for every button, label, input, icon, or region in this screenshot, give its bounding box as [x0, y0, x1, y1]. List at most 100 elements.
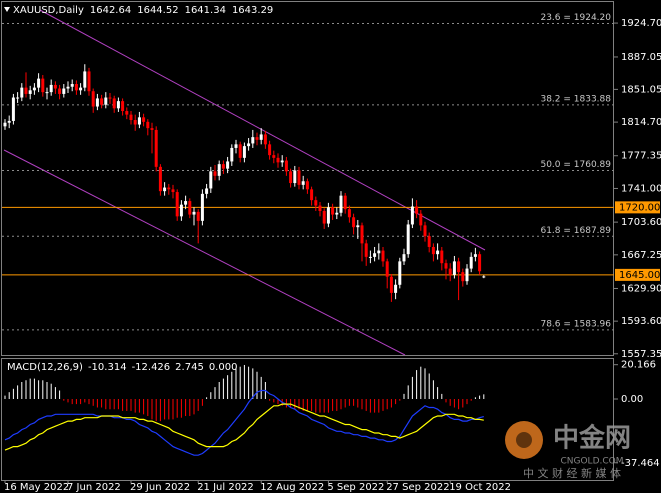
candle-body: [415, 206, 419, 214]
x-tick-label: 12 Aug 2022: [260, 482, 324, 493]
candle-body: [45, 92, 49, 94]
candle-body: [150, 128, 154, 130]
candle-body: [116, 101, 120, 109]
candle-body: [95, 98, 99, 107]
ohlc-value: 1641.34: [185, 5, 226, 16]
candle-body: [473, 254, 477, 257]
y-tick-label: 1593.60: [621, 316, 661, 327]
candle-body: [314, 200, 318, 206]
candle-body: [16, 97, 20, 99]
indicator-reading: -10.314: [88, 362, 127, 373]
candle-body: [377, 250, 381, 254]
candle-body: [24, 87, 28, 94]
y-tick-label: 1741.00: [621, 183, 661, 194]
candle-body: [133, 120, 137, 125]
candle-body: [226, 161, 230, 169]
candle-body: [293, 170, 297, 184]
candle-body: [385, 261, 389, 277]
y-tick-label: 20.166: [621, 360, 656, 371]
candle-body: [53, 84, 57, 89]
candle-body: [402, 254, 406, 262]
candle-body: [352, 217, 356, 228]
watermark: 中金网 CNGOLD.COM 中 文 财 经 新 媒 体: [505, 421, 631, 480]
y-tick-label: 1887.05: [621, 52, 661, 63]
watermark-logo: [505, 421, 543, 459]
price-label-box: [615, 201, 660, 214]
x-tick-label: 7 Jun 2022: [67, 482, 121, 493]
candle-body: [301, 181, 305, 185]
y-tick-label: 1629.90: [621, 283, 661, 294]
candle-body: [255, 137, 259, 140]
ohlc-value: 1644.52: [137, 5, 178, 16]
candle-body: [62, 88, 66, 94]
candle-body: [87, 71, 91, 92]
candle-body: [478, 254, 482, 272]
y-tick-label: -37.464: [621, 458, 660, 469]
candle-body: [112, 98, 116, 109]
candle-body: [213, 171, 217, 176]
candle-body: [104, 97, 108, 105]
candle-body: [108, 97, 112, 99]
candle-body: [444, 263, 448, 269]
x-tick-label: 21 Jul 2022: [197, 482, 254, 493]
candle-body: [7, 120, 11, 123]
x-tick-label: 5 Sep 2022: [327, 482, 384, 493]
candle-body: [419, 213, 423, 226]
candle-body: [175, 192, 179, 217]
y-tick-label: 0.00: [621, 394, 643, 405]
candle-body: [163, 187, 167, 192]
level-label: 61.8 = 1687.89: [540, 226, 611, 236]
candle-body: [398, 261, 402, 285]
watermark-logo-inner: [516, 432, 532, 448]
candle-body: [356, 225, 360, 228]
candle-body: [368, 256, 372, 258]
candle-body: [452, 261, 456, 275]
candle-body: [436, 250, 440, 255]
candle-body: [179, 204, 183, 217]
level-label: 38.2 = 1833.88: [540, 94, 611, 104]
candle-body: [268, 144, 272, 156]
macd-frame: [1, 358, 614, 481]
candle-body: [66, 86, 70, 89]
candle-body: [259, 134, 263, 140]
watermark-site: CNGOLD.COM: [560, 457, 623, 467]
candle-body: [205, 188, 209, 194]
candle-body: [188, 201, 192, 215]
candle-body: [137, 117, 141, 125]
x-tick-label: 29 Jun 2022: [130, 482, 190, 493]
candle-body: [196, 211, 200, 221]
candle-body: [406, 224, 410, 255]
x-tick-label: 27 Sep 2022: [386, 482, 449, 493]
candle-body: [41, 78, 45, 93]
candle-body: [431, 246, 435, 255]
candle-body: [331, 207, 335, 215]
candle-body: [310, 189, 314, 201]
candle-body: [58, 88, 62, 94]
watermark-slogan: 中 文 财 经 新 媒 体: [523, 466, 621, 480]
candle-body: [469, 256, 473, 269]
candle-body: [32, 87, 36, 91]
candle-body: [394, 284, 398, 293]
macd-line: [4, 389, 484, 456]
channel-upper: [39, 9, 486, 251]
candle-body: [373, 253, 377, 257]
ohlc-value: 1642.64: [90, 5, 131, 16]
candle-body: [326, 207, 330, 224]
price-label: 1645.00: [619, 270, 660, 281]
candle-body: [423, 225, 427, 237]
candle-body: [167, 187, 171, 190]
candle-body: [121, 101, 125, 112]
level-label: 23.6 = 1924.20: [540, 13, 611, 23]
candle-body: [389, 276, 393, 293]
candle-body: [125, 111, 129, 115]
candle-body: [242, 146, 246, 158]
candle-body: [482, 276, 486, 278]
indicator-reading: -12.426: [132, 362, 171, 373]
macd-line: [4, 403, 484, 451]
candle-body: [221, 164, 225, 169]
candle-body: [217, 164, 221, 176]
candle-body: [238, 144, 242, 158]
header: XAUUSD,Daily 1642.64 1644.52 1641.34 1643.29: [13, 5, 273, 16]
